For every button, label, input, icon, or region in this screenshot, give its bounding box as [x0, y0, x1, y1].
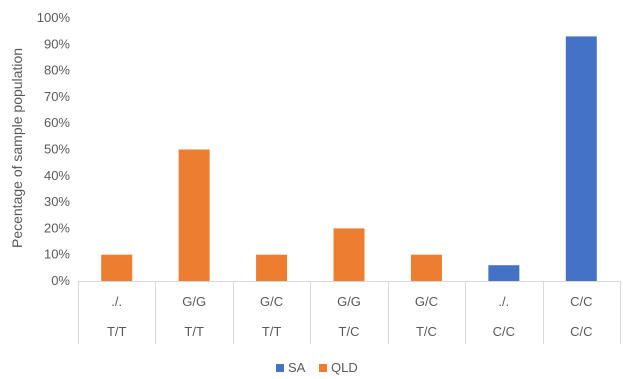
- y-axis-ticks: 0% 10% 20% 30% 40% 50% 60% 70% 80% 90% 100%: [37, 10, 71, 288]
- x-tick-label-row2: T/C: [416, 324, 437, 339]
- x-tick-label-row1: G/G: [182, 294, 206, 309]
- y-tick-label: 50%: [44, 142, 70, 157]
- y-tick-label: 40%: [44, 168, 70, 183]
- bars: [101, 36, 597, 281]
- legend-swatch-sa: [276, 364, 284, 372]
- x-tick-label-row1: G/C: [260, 294, 283, 309]
- x-tick-label-row1: G/C: [415, 294, 438, 309]
- y-tick-label: 20%: [44, 220, 70, 235]
- x-tick-label-row1: ./.: [498, 294, 509, 309]
- x-tick-label-row2: T/T: [184, 324, 204, 339]
- bar-sa: [565, 36, 597, 281]
- x-tick-label-row1: C/C: [570, 294, 592, 309]
- y-tick-label: 100%: [37, 10, 71, 25]
- y-tick-label: 80%: [44, 63, 70, 78]
- x-tick-label-row1: ./.: [111, 294, 122, 309]
- y-tick-label: 30%: [44, 194, 70, 209]
- x-tick-label-row2: T/T: [262, 324, 282, 339]
- y-tick-label: 0%: [51, 273, 70, 288]
- x-axis: ./. T/T G/G T/T G/C T/T G/G T/C G/C T/C ./. C/C C/C C…: [78, 281, 621, 344]
- x-tick-label-row2: C/C: [493, 324, 515, 339]
- y-tick-label: 90%: [44, 36, 70, 51]
- y-tick-label: 10%: [44, 247, 70, 262]
- bar-qld: [101, 254, 133, 281]
- bar-qld: [410, 254, 442, 281]
- legend-label-qld: QLD: [331, 360, 358, 375]
- x-tick-label-row2: C/C: [570, 324, 592, 339]
- legend-swatch-qld: [319, 364, 327, 372]
- x-tick-label-row2: T/T: [107, 324, 127, 339]
- y-tick-label: 60%: [44, 115, 70, 130]
- x-tick-label-row2: T/C: [339, 324, 360, 339]
- legend: SA QLD: [276, 360, 358, 375]
- bar-qld: [178, 149, 210, 281]
- x-tick-label-row1: G/G: [337, 294, 361, 309]
- bar-qld: [333, 228, 365, 281]
- y-axis-title: Pecentage of sample population: [9, 48, 25, 248]
- y-tick-label: 70%: [44, 89, 70, 104]
- legend-label-sa: SA: [288, 360, 306, 375]
- bar-qld: [256, 254, 288, 281]
- bar-sa: [488, 265, 520, 281]
